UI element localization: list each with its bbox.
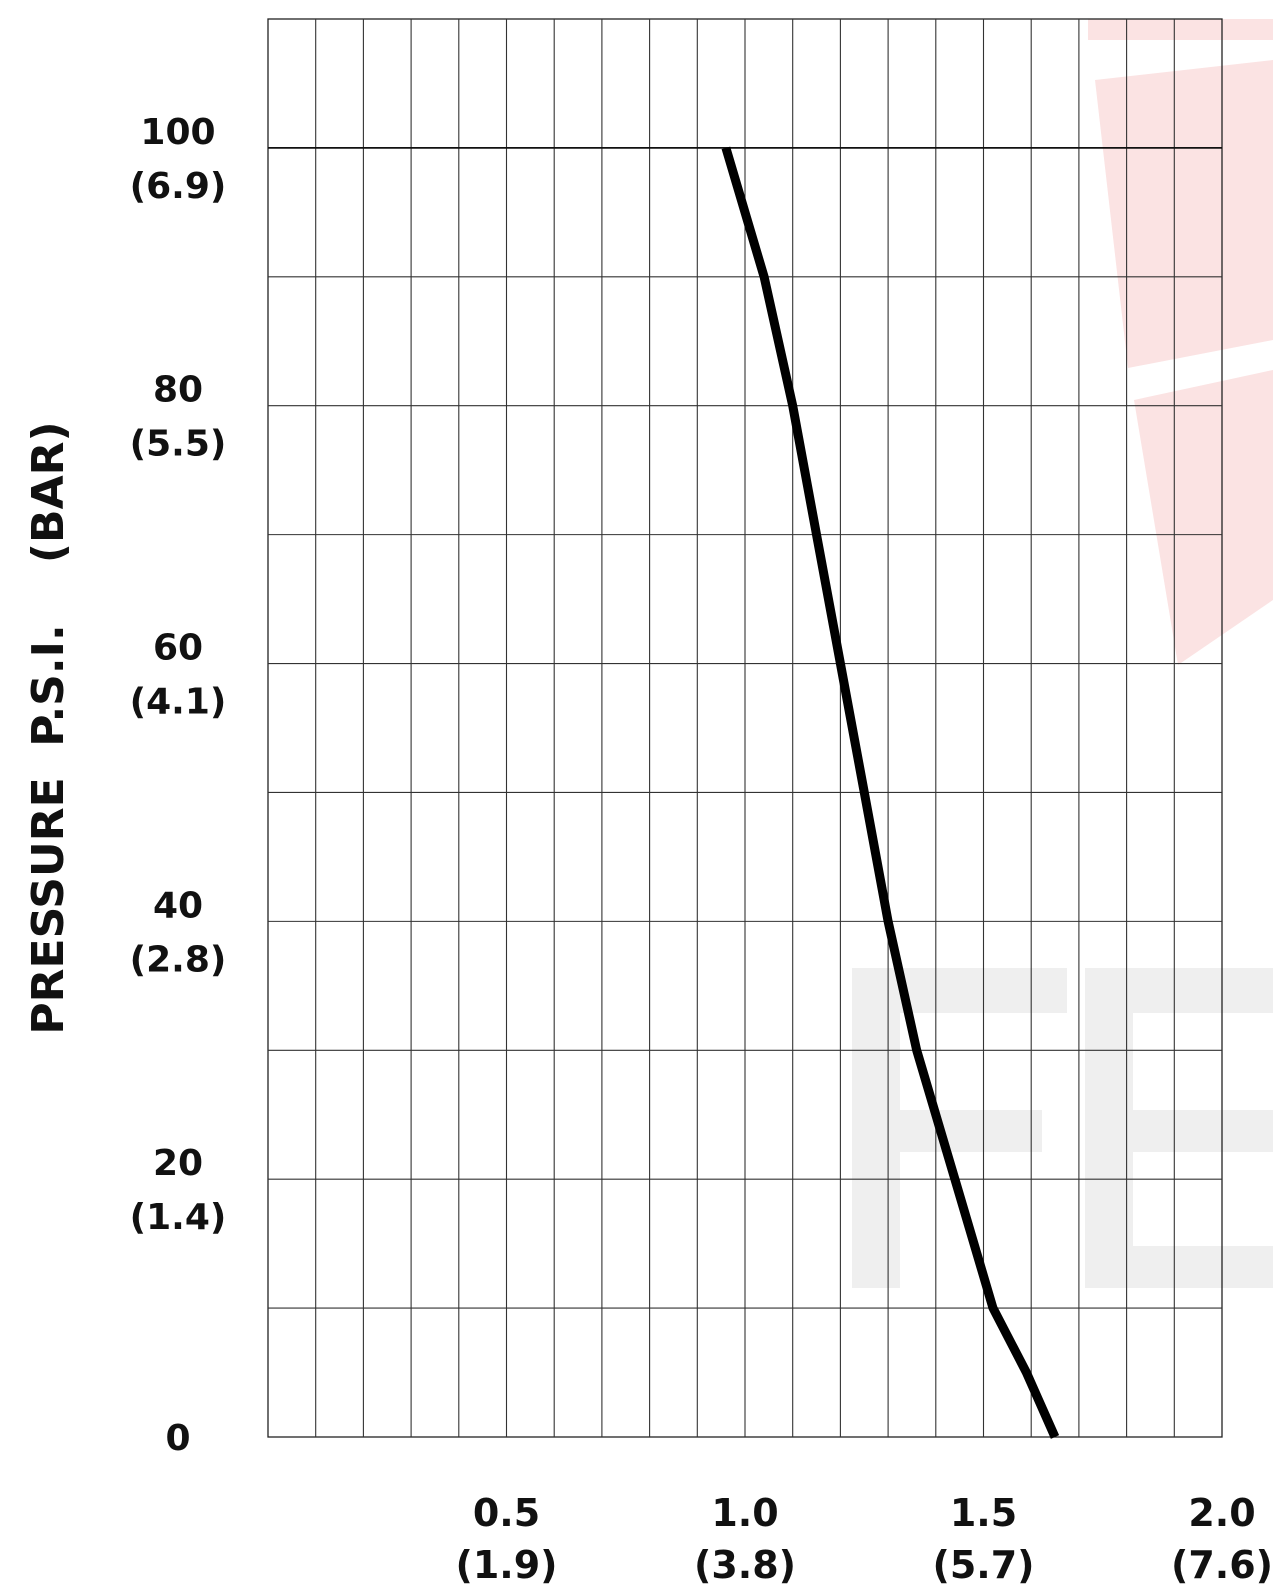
y-tick-sublabel: (4.1) [130, 682, 227, 723]
x-tick-sublabel: (1.9) [455, 1543, 557, 1587]
watermark-shape [1134, 370, 1273, 665]
y-tick-sublabel: (6.9) [130, 166, 227, 207]
x-tick-label: 1.0 [711, 1491, 778, 1535]
watermark [852, 19, 1273, 1288]
y-tick-label: 20 [153, 1143, 203, 1184]
x-tick-sublabel: (3.8) [694, 1543, 796, 1587]
series-layer [721, 146, 1060, 1439]
watermark-shape [1095, 60, 1273, 368]
y-tick-sublabel: (5.5) [130, 424, 227, 465]
y-tick-label: 80 [153, 370, 203, 411]
series-line-0 [721, 146, 1060, 1439]
x-tick-sublabel: (5.7) [932, 1543, 1034, 1587]
y-tick-label: 60 [153, 628, 203, 669]
x-tick-label: 2.0 [1188, 1491, 1255, 1535]
y-tick-sublabel: (1.4) [130, 1197, 227, 1238]
x-tick-sublabel: (7.6) [1171, 1543, 1273, 1587]
y-tick-label: 0 [165, 1418, 190, 1459]
y-tick-label: 40 [153, 885, 203, 926]
y-tick-label: 100 [140, 112, 215, 153]
y-axis-label: PRESSURE P.S.I. (BAR) [23, 421, 74, 1034]
watermark-shape [1085, 968, 1273, 1013]
y-tick-sublabel: (2.8) [130, 939, 227, 980]
x-tick-labels: 0.5 (1.9) 1.0 (3.8) 1.5 (5.7) 2.0 (7.6) [455, 1491, 1273, 1587]
watermark-shape [1085, 1110, 1273, 1152]
watermark-shape [1085, 1246, 1273, 1288]
x-tick-label: 1.5 [950, 1491, 1017, 1535]
x-tick-label: 0.5 [473, 1491, 540, 1535]
y-tick-labels: 0 20 (1.4) 40 (2.8) 60 (4.1) 80 (5.5) 100 (6.9) [130, 112, 227, 1459]
watermark-shape [1088, 19, 1273, 40]
watermark-shape [852, 968, 1067, 1013]
grid [267, 18, 1223, 1438]
